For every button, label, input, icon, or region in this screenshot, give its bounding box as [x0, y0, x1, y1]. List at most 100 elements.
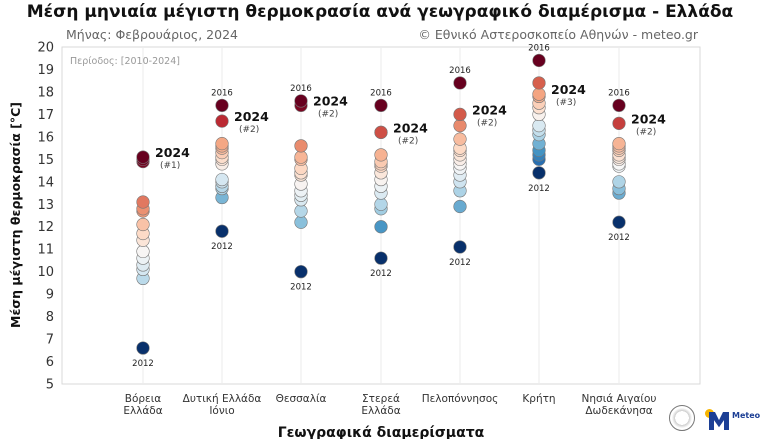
data-point	[136, 244, 150, 259]
y-tick-label: 13	[37, 198, 54, 213]
data-point	[453, 199, 467, 214]
x-tick-label: Δυτική Ελλάδα	[183, 393, 262, 405]
meteo-logo: Meteo	[705, 409, 760, 433]
lowest-year-label: 2012	[290, 283, 312, 293]
y-tick-label: 5	[46, 378, 54, 393]
month-subtitle: Μήνας: Φεβρουάριος, 2024	[66, 27, 238, 42]
y-tick-label: 10	[37, 265, 54, 280]
y-tick-label: 11	[37, 243, 54, 258]
current-year-label: 2024	[551, 82, 586, 97]
x-tick-label: Πελοπόννησος	[422, 393, 499, 405]
data-point	[374, 251, 388, 265]
x-tick-label: Ελλάδα	[123, 405, 162, 417]
current-year-rank: (#2)	[398, 136, 418, 146]
data-point	[374, 220, 388, 234]
y-axis-label: Μέση μέγιστη θερμοκρασία [°C]	[8, 102, 23, 328]
data-point	[453, 76, 467, 90]
data-point	[374, 148, 388, 162]
y-tick-label: 12	[37, 220, 54, 235]
x-tick-label: Δωδεκάνησα	[585, 405, 652, 417]
meteo-logo-text: Meteo	[732, 411, 760, 420]
period-label: Περίοδος: [2010-2024]	[70, 56, 180, 67]
y-tick-label: 9	[46, 288, 54, 303]
x-tick-label: Θεσσαλία	[276, 393, 327, 405]
data-point	[294, 139, 308, 153]
lowest-year-label: 2012	[528, 184, 550, 194]
current-year-label: 2024	[472, 102, 507, 117]
current-year-label: 2024	[631, 111, 666, 126]
data-point	[612, 175, 626, 189]
data-point	[136, 341, 150, 355]
x-tick-label: Κρήτη	[522, 393, 555, 405]
lowest-year-label: 2012	[132, 359, 154, 369]
data-point	[532, 166, 546, 180]
highest-year-label: 2016	[290, 84, 312, 94]
y-tick-label: 8	[46, 310, 54, 325]
lowest-year-label: 2012	[211, 242, 233, 252]
highest-year-label: 2016	[449, 66, 471, 76]
current-year-rank: (#2)	[636, 127, 656, 137]
lowest-year-label: 2012	[608, 233, 630, 243]
data-point	[532, 76, 546, 90]
x-tick-label: Βόρεια	[125, 393, 162, 405]
highest-year-label: 2016	[370, 88, 392, 98]
data-point	[294, 94, 308, 108]
data-point	[532, 53, 546, 68]
lowest-year-label: 2012	[449, 258, 471, 268]
y-tick-label: 20	[37, 41, 54, 56]
y-tick-label: 14	[37, 175, 54, 190]
current-year-label: 2024	[234, 109, 269, 124]
data-point	[612, 116, 626, 130]
data-point	[215, 98, 229, 113]
current-year-rank: (#2)	[477, 118, 497, 128]
highest-year-label: 2016	[528, 43, 550, 53]
data-point	[453, 107, 467, 121]
x-tick-label: Νησιά Αιγαίου	[582, 393, 657, 405]
highest-year-label: 2016	[608, 88, 630, 98]
current-year-rank: (#2)	[318, 109, 338, 119]
data-point	[294, 265, 308, 279]
data-point	[215, 224, 229, 238]
data-point	[453, 132, 467, 146]
data-point	[374, 125, 388, 139]
data-point	[612, 137, 626, 151]
data-point	[453, 240, 467, 254]
y-axis-ticks: 5 6 7 8 9 10 11 12 13 14 15 16 17 18 19 20	[37, 41, 54, 393]
data-point	[136, 217, 150, 232]
lowest-year-label: 2012	[370, 269, 392, 279]
highest-year-label: 2016	[211, 88, 233, 98]
year-labels: 20122024(#1)201220162024(#2)201220162024…	[132, 43, 666, 369]
data-point	[612, 98, 626, 113]
current-year-label: 2024	[155, 145, 190, 160]
current-year-label: 2024	[393, 120, 428, 135]
y-tick-label: 6	[46, 355, 54, 370]
data-point	[374, 98, 388, 113]
data-point	[136, 150, 150, 164]
data-point	[612, 215, 626, 229]
current-year-label: 2024	[313, 93, 348, 108]
data-point	[532, 119, 546, 133]
x-tick-label: Ελλάδα	[361, 405, 400, 417]
data-point	[532, 87, 546, 101]
x-axis-label: Γεωγραφικά διαμερίσματα	[278, 425, 485, 439]
x-tick-label: Ιόνιο	[209, 405, 234, 417]
data-point	[294, 215, 308, 229]
y-tick-label: 16	[37, 130, 54, 145]
copyright-subtitle: © Εθνικό Αστεροσκοπείο Αθηνών - meteo.gr	[418, 27, 698, 42]
data-point	[215, 137, 229, 151]
data-point	[453, 119, 467, 133]
data-point	[294, 150, 308, 164]
data-point	[215, 172, 229, 187]
current-year-rank: (#3)	[556, 98, 576, 108]
y-tick-label: 7	[46, 333, 54, 348]
data-point	[374, 197, 388, 211]
data-points	[136, 53, 626, 355]
chart-title: Μέση μηνιαία μέγιστη θερμοκρασία ανά γεω…	[26, 2, 734, 22]
current-year-rank: (#2)	[239, 125, 259, 135]
y-tick-label: 19	[37, 63, 54, 78]
meteo-m-icon	[709, 412, 729, 430]
data-point	[136, 195, 150, 209]
current-year-rank: (#1)	[160, 161, 180, 171]
